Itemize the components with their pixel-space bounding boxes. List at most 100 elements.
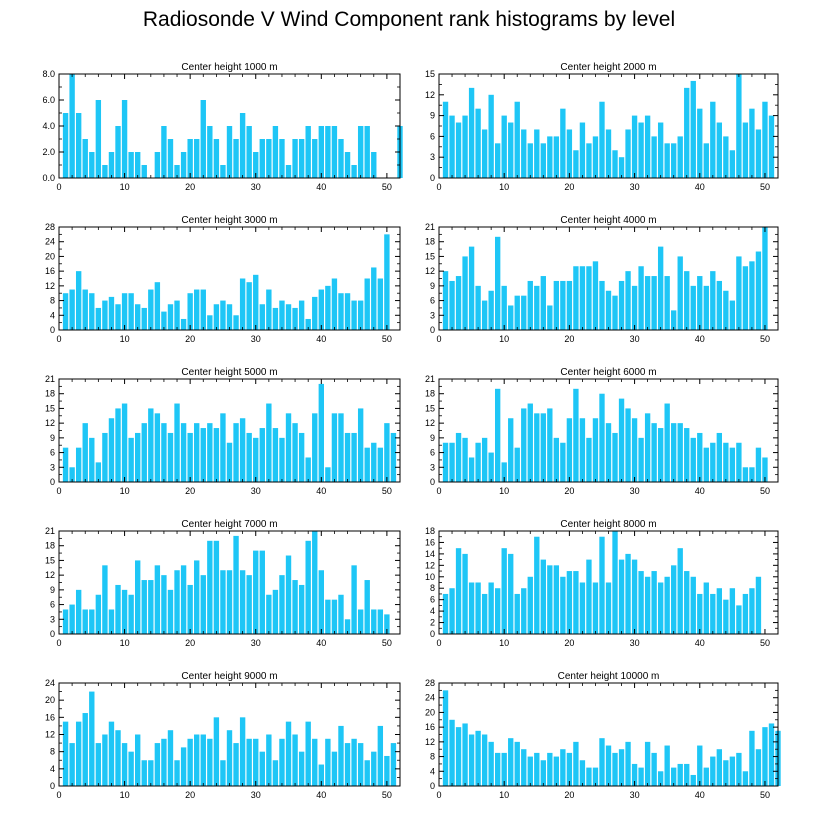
histogram-bar (605, 129, 612, 178)
histogram-bar (592, 767, 599, 786)
histogram-bar (69, 289, 75, 330)
histogram-bar (755, 749, 762, 786)
histogram-bar (684, 271, 690, 330)
histogram-bar (488, 452, 494, 482)
histogram-bar (325, 126, 331, 178)
histogram-bar (501, 462, 507, 482)
histogram-bar (135, 432, 141, 482)
histogram-bar (259, 304, 265, 330)
histogram-bar (475, 442, 481, 482)
histogram-bar (671, 565, 677, 634)
histogram-bar (742, 467, 749, 482)
histogram-bar (213, 428, 220, 482)
histogram-bar (605, 423, 612, 482)
histogram-bar (514, 295, 520, 330)
histogram-bar (644, 276, 651, 330)
histogram-bar (344, 432, 351, 482)
histogram-bar (89, 691, 95, 786)
histogram-bar (657, 771, 664, 786)
histogram-bar (495, 236, 501, 330)
histogram-bar (657, 122, 664, 178)
histogram-bar (573, 150, 579, 178)
histogram-bar (174, 760, 180, 786)
histogram-bar (200, 575, 206, 634)
histogram-bar (475, 582, 481, 634)
histogram-bar (161, 738, 167, 786)
histogram-bar (442, 442, 449, 482)
histogram-bar (527, 280, 533, 330)
histogram-bar (220, 570, 226, 634)
x-tick-label: 20 (564, 790, 574, 800)
histogram-bar (141, 165, 147, 178)
histogram-bar (579, 122, 586, 178)
y-tick-label: 16 (45, 712, 55, 722)
histogram-bar (442, 593, 449, 634)
histogram-bar (108, 296, 115, 330)
y-tick-label: 6 (50, 448, 55, 458)
x-tick-label: 20 (564, 182, 574, 192)
histogram-bar (167, 139, 174, 178)
histogram-bar (253, 437, 259, 482)
histogram-bar (521, 408, 527, 482)
histogram-bar (716, 432, 722, 482)
x-tick-label: 50 (760, 790, 770, 800)
x-tick-label: 20 (185, 638, 195, 648)
histogram-bar (161, 575, 167, 634)
x-tick-label: 50 (382, 334, 392, 344)
histogram-bar (625, 271, 631, 330)
y-tick-label: 8 (50, 747, 55, 757)
histogram-bar (442, 690, 449, 786)
histogram-bar (82, 139, 88, 178)
histogram-bar (462, 437, 468, 482)
y-tick-label: 21 (45, 374, 55, 384)
histogram-bar (527, 403, 533, 482)
histogram-bar (521, 588, 527, 634)
histogram-bar (226, 442, 233, 482)
histogram-bar (755, 576, 762, 634)
histogram-bar (684, 763, 690, 786)
histogram-bar (331, 126, 338, 178)
histogram-bar (671, 143, 677, 178)
histogram-bar (167, 730, 174, 786)
histogram-bar (677, 423, 683, 482)
histogram-bar (220, 760, 226, 786)
histogram-bar (285, 721, 292, 787)
histogram-bar (599, 280, 605, 330)
histogram-bar (102, 432, 108, 482)
histogram-bar (488, 290, 494, 330)
x-tick-label: 10 (499, 486, 509, 496)
histogram-bar (449, 115, 455, 178)
histogram-bar (325, 285, 331, 330)
panel-title: Center height 10000 m (558, 671, 660, 682)
histogram-bar (180, 747, 187, 787)
y-tick-label: 9 (430, 281, 435, 291)
histogram-bar (690, 437, 696, 482)
histogram-bar (95, 307, 102, 330)
histogram-bar (618, 559, 625, 634)
y-tick-label: 4.0 (42, 121, 55, 131)
histogram-bar (89, 437, 95, 482)
histogram-bar (540, 143, 546, 178)
histogram-bar (736, 752, 742, 786)
histogram-bar (253, 274, 259, 330)
histogram-bar (95, 743, 102, 786)
histogram-bar (631, 418, 638, 482)
histogram-bar (200, 428, 206, 482)
histogram-bar (233, 315, 239, 330)
x-tick-label: 30 (630, 334, 640, 344)
histogram-bar (239, 717, 246, 786)
histogram-bar (468, 87, 475, 178)
histogram-bar (266, 289, 272, 330)
histogram-bar (69, 743, 75, 786)
histogram-bar (305, 540, 311, 634)
histogram-bar (586, 143, 592, 178)
y-tick-label: 6 (430, 296, 435, 306)
histogram-bar (742, 266, 749, 330)
histogram-bar (108, 418, 115, 482)
histogram-bar (481, 129, 488, 178)
histogram-bar (710, 101, 716, 178)
histogram-bar (677, 548, 683, 634)
histogram-bar (566, 752, 573, 786)
x-tick-label: 30 (630, 638, 640, 648)
histogram-bar (357, 300, 364, 330)
